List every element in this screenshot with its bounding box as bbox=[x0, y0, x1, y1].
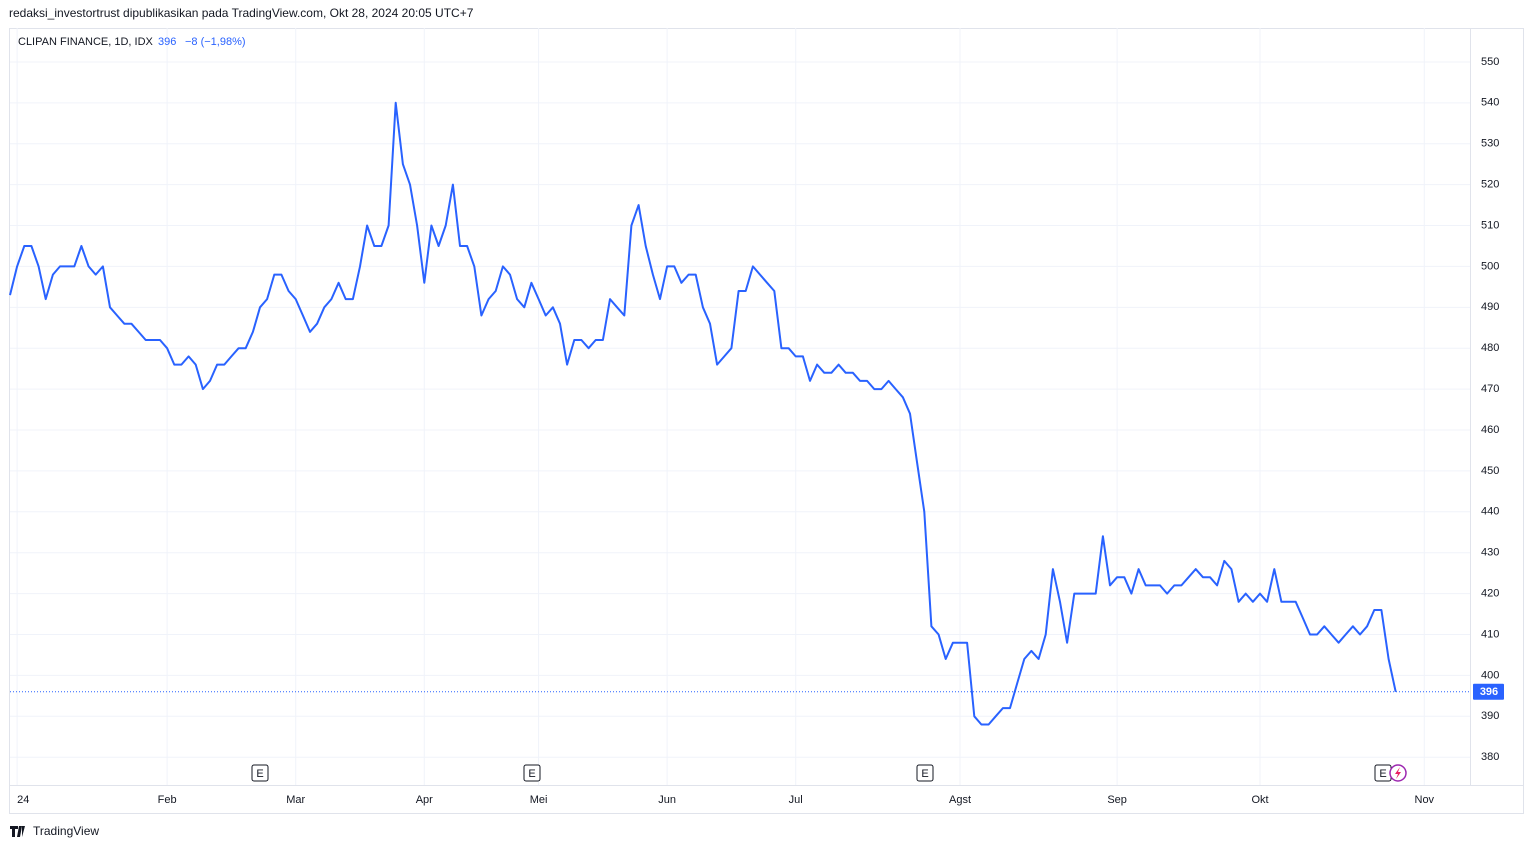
y-tick-label: 500 bbox=[1481, 260, 1499, 272]
y-tick-label: 550 bbox=[1481, 56, 1499, 68]
y-tick-label: 410 bbox=[1481, 628, 1499, 640]
header: redaksi_investortrust dipublikasikan pad… bbox=[9, 6, 474, 20]
y-tick-label: 470 bbox=[1481, 383, 1499, 395]
legend-last: 396 bbox=[158, 36, 176, 48]
x-tick-label: Jun bbox=[658, 794, 676, 806]
x-tick-label: Mei bbox=[530, 794, 548, 806]
footer-logo bbox=[10, 826, 25, 837]
price-tag-label: 396 bbox=[1480, 686, 1498, 698]
event-label: E bbox=[256, 768, 263, 780]
y-tick-label: 450 bbox=[1481, 465, 1499, 477]
y-tick-label: 400 bbox=[1481, 669, 1499, 681]
x-tick-label: Jul bbox=[789, 794, 803, 806]
x-tick-label: Feb bbox=[158, 794, 177, 806]
price-tag bbox=[1473, 683, 1504, 700]
footer: TradingView bbox=[33, 824, 99, 838]
event-label: E bbox=[921, 768, 928, 780]
y-tick-label: 530 bbox=[1481, 138, 1499, 150]
x-tick-label: Mar bbox=[286, 794, 305, 806]
dividend-bolt bbox=[1395, 767, 1401, 779]
y-tick-label: 430 bbox=[1481, 547, 1499, 559]
y-tick-label: 420 bbox=[1481, 588, 1499, 600]
x-tick-label: Sep bbox=[1107, 794, 1127, 806]
event-marker bbox=[916, 764, 934, 782]
x-tick-label: Okt bbox=[1251, 794, 1268, 806]
event-marker bbox=[251, 764, 269, 782]
x-tick-label: Agst bbox=[949, 794, 971, 806]
y-tick-label: 460 bbox=[1481, 424, 1499, 436]
x-tick-label: Nov bbox=[1415, 794, 1435, 806]
event-label: E bbox=[528, 768, 535, 780]
legend-change: −8 (−1,98%) bbox=[185, 36, 246, 48]
legend-title: CLIPAN FINANCE, 1D, IDX bbox=[18, 36, 154, 48]
y-tick-label: 390 bbox=[1481, 710, 1499, 722]
y-tick-label: 440 bbox=[1481, 506, 1499, 518]
plot bbox=[9, 101, 1470, 726]
x-tick-label: 24 bbox=[17, 794, 29, 806]
y-tick-label: 480 bbox=[1481, 342, 1499, 354]
frame bbox=[9, 28, 1524, 814]
y-tick-label: 520 bbox=[1481, 179, 1499, 191]
y-tick-label: 540 bbox=[1481, 97, 1499, 109]
grid bbox=[10, 28, 1470, 785]
event-marker bbox=[523, 764, 541, 782]
y-tick-label: 510 bbox=[1481, 219, 1499, 231]
y-tick-label: 490 bbox=[1481, 301, 1499, 313]
event-label: E bbox=[1379, 768, 1386, 780]
y-tick-label: 380 bbox=[1481, 751, 1499, 763]
x-tick-label: Apr bbox=[416, 794, 433, 806]
price-line bbox=[9, 101, 1397, 726]
